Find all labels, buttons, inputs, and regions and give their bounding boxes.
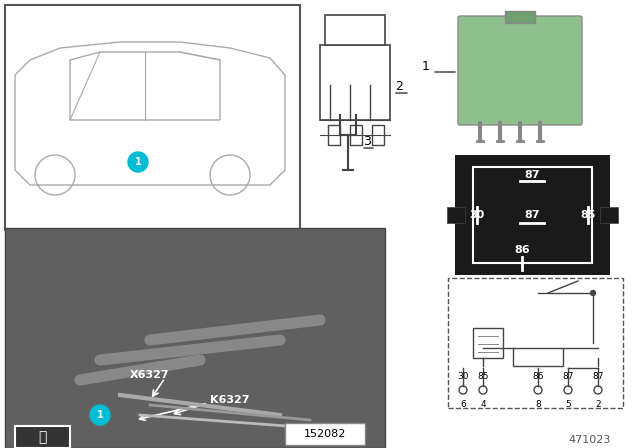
Text: 8: 8 [535,400,541,409]
Text: 30: 30 [469,210,484,220]
Text: 2: 2 [595,400,601,409]
Text: 152082: 152082 [304,429,346,439]
Bar [447,207,465,223]
Bar [372,125,384,145]
Bar [455,155,610,275]
Bar [320,45,390,120]
Text: ⬛: ⬛ [38,430,46,444]
Text: 3: 3 [363,135,371,148]
Text: 85: 85 [477,371,489,380]
Bar [5,228,385,448]
Text: K6327: K6327 [210,395,250,405]
Text: 87: 87 [524,210,540,220]
Bar [350,125,362,145]
Bar [473,328,503,358]
Text: X6327: X6327 [130,370,170,380]
Text: 87: 87 [524,170,540,180]
Text: 86: 86 [514,245,530,255]
Text: 1: 1 [134,157,141,167]
Bar [5,5,300,230]
Bar [600,207,618,223]
Text: 5: 5 [565,400,571,409]
Text: 2: 2 [395,80,403,93]
Text: 87: 87 [592,371,604,380]
Text: 4: 4 [480,400,486,409]
Bar [513,348,563,366]
Circle shape [90,405,110,425]
Text: 30: 30 [457,371,468,380]
Bar [328,125,340,145]
Text: 6: 6 [460,400,466,409]
Bar [285,423,365,445]
Bar [5,228,385,448]
Circle shape [591,290,595,296]
Bar [473,167,592,263]
Text: 1: 1 [97,410,104,420]
Bar [15,426,70,448]
Text: 1: 1 [422,60,430,73]
Circle shape [128,152,148,172]
Text: 471023: 471023 [569,435,611,445]
Text: 85: 85 [580,210,596,220]
Text: 87: 87 [563,371,573,380]
Bar [325,15,385,45]
Bar [448,278,623,408]
Text: 86: 86 [532,371,544,380]
FancyBboxPatch shape [458,16,582,125]
Bar [505,11,535,23]
